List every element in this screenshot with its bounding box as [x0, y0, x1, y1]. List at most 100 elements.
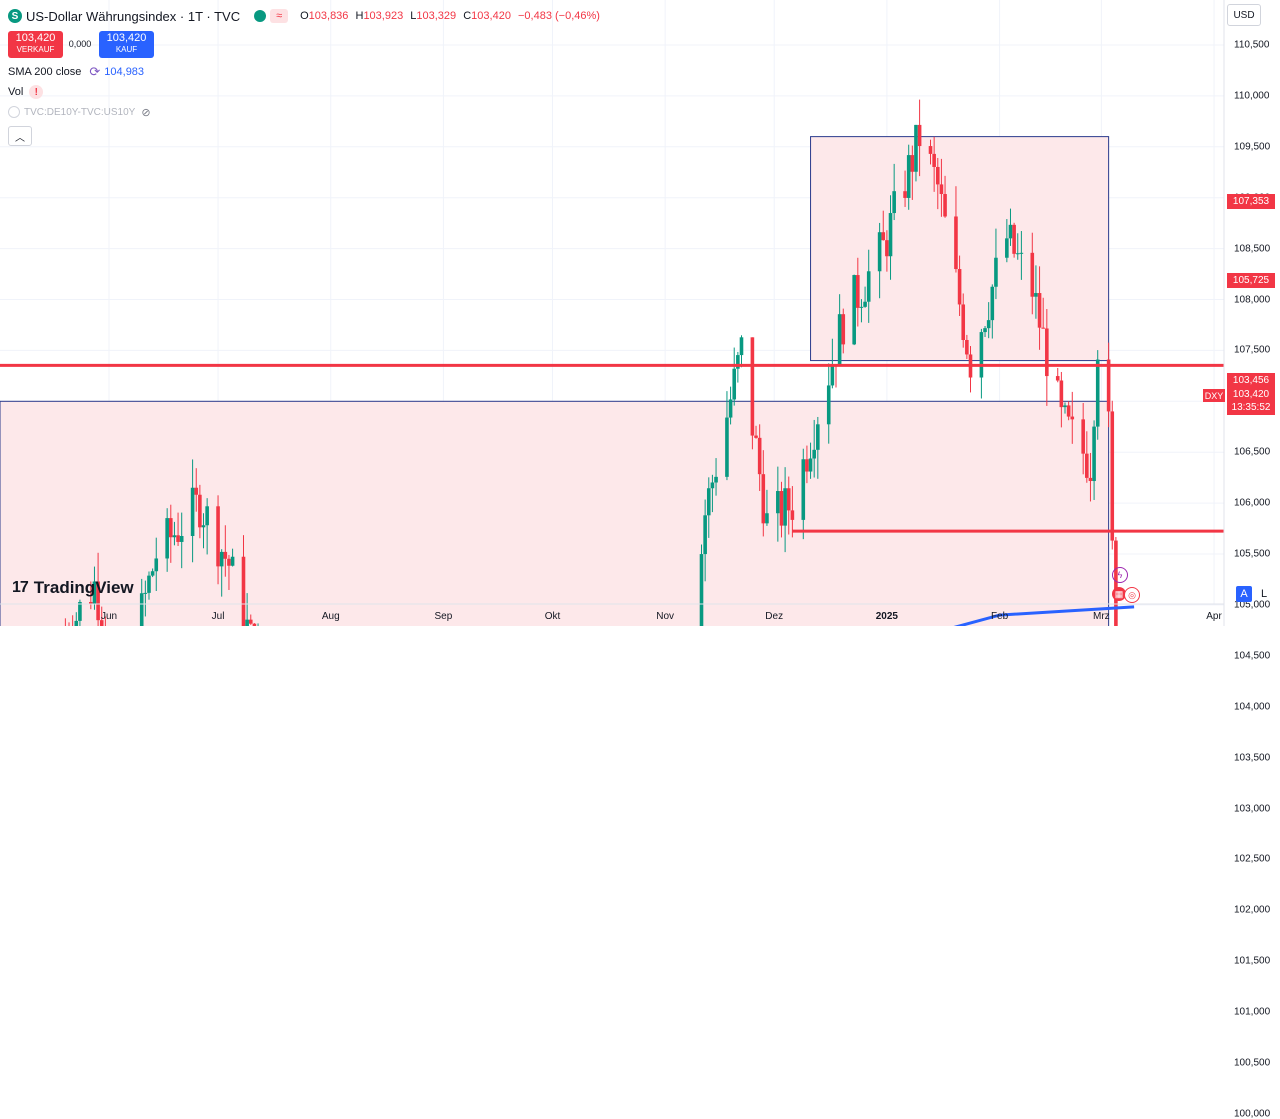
y-tick-label: 106,500 [1234, 446, 1271, 458]
x-tick-label: Okt [544, 611, 561, 622]
candle-body [816, 424, 820, 450]
x-tick-label: Feb [990, 611, 1009, 622]
y-tick-label: 100,000 [1234, 1108, 1271, 1119]
volume-indicator-row[interactable]: Vol ! [8, 82, 604, 102]
candle-body [143, 592, 148, 594]
candle-body [1045, 328, 1049, 377]
spread-value: 0,000 [68, 39, 92, 49]
currency-selector[interactable]: USD [1227, 4, 1261, 26]
y-tick-label: 102,000 [1234, 904, 1271, 916]
refresh-icon[interactable]: ⟳ [89, 64, 101, 79]
candle-body [932, 153, 936, 167]
sma-value: 104,983 [104, 66, 145, 78]
candle-body [1005, 238, 1009, 258]
candle-body [89, 601, 93, 605]
candle-body [1037, 293, 1042, 328]
candle-body [1015, 253, 1020, 255]
countdown-label: 13:35:52 [1227, 400, 1275, 415]
candle-body [1085, 453, 1089, 478]
range-zone-large [0, 400, 1110, 626]
candle-body [78, 601, 82, 621]
candle-body [830, 364, 835, 386]
candle-body [216, 506, 220, 567]
candle-body [1114, 540, 1118, 626]
candle-body [150, 571, 155, 576]
trade-buttons: 103,420 VERKAUF 0,000 103,420 KAUF [8, 30, 604, 58]
last-price-label: 103,456 [1227, 373, 1275, 388]
candle-body [914, 124, 918, 172]
event-icon[interactable]: ◎ [1124, 587, 1140, 603]
ohlc-values: O103,836 H103,923 L103,329 C103,420 −0,4… [300, 10, 600, 22]
sell-button[interactable]: 103,420 VERKAUF [8, 30, 63, 58]
x-tick-label: 2025 [875, 611, 898, 622]
candle-body [837, 314, 842, 365]
y-tick-label: 108,000 [1234, 294, 1271, 305]
candle-body [219, 551, 224, 567]
candle-body [852, 275, 856, 345]
symbol-tag: DXY [1203, 389, 1225, 402]
candle-body [1034, 293, 1038, 297]
warning-icon[interactable]: ! [29, 85, 44, 99]
candle-body [230, 556, 235, 566]
candle-body [812, 449, 816, 459]
collapse-legend-button[interactable]: ︿ [8, 126, 32, 146]
candle-body [954, 216, 958, 270]
candle-body [703, 515, 707, 555]
us-flag-icon[interactable]: ▦ [1112, 587, 1126, 601]
compare-row[interactable]: TVC:DE10Y-TVC:US10Y ⊘ [8, 102, 604, 122]
auto-scale-button[interactable]: A [1236, 586, 1252, 602]
y-tick-label: 110,000 [1234, 90, 1270, 102]
log-scale-button[interactable]: L [1260, 588, 1268, 600]
lightning-icon[interactable]: ϟ [1112, 567, 1128, 583]
candle-body [1012, 224, 1016, 254]
compare-symbol-icon [8, 106, 20, 118]
candle-body [866, 271, 871, 302]
tradingview-logo[interactable]: 17 TradingView [12, 578, 134, 598]
level-label-2: 105,725 [1227, 273, 1275, 288]
sma-indicator-row[interactable]: SMA 200 close ⟳ 104,983 [8, 62, 604, 82]
candle-body [917, 124, 922, 147]
x-tick-label: Mrz [1093, 611, 1110, 622]
x-tick-label: Apr [1206, 611, 1222, 622]
candle-body [786, 488, 791, 511]
tradingview-wordmark: TradingView [33, 578, 134, 597]
candle-body [856, 275, 860, 308]
wave-icon[interactable]: ≈ [270, 9, 289, 23]
x-tick-label: Jul [211, 611, 225, 622]
candle-body [750, 337, 755, 436]
candle-body [779, 491, 784, 526]
chart-legend: S US-Dollar Währungsindex · 1T · TVC ≈ O… [8, 6, 604, 146]
candle-body [783, 488, 787, 526]
candle-body [990, 286, 995, 321]
candle-body [776, 491, 780, 514]
candle-body [710, 482, 715, 489]
candle-body [841, 314, 846, 345]
y-tick-label: 102,500 [1234, 853, 1271, 865]
y-tick-label: 103,500 [1234, 752, 1271, 764]
chevron-up-icon: ︿ [15, 132, 25, 144]
market-open-icon [254, 10, 267, 22]
buy-button[interactable]: 103,420 KAUF [99, 30, 154, 58]
y-tick-label: 107,500 [1234, 344, 1271, 356]
eye-off-icon[interactable]: ⊘ [141, 106, 151, 119]
candle-body [739, 337, 744, 356]
candle-body [92, 581, 97, 605]
candle-body [245, 619, 249, 626]
candle-body [179, 535, 184, 542]
candle-body [903, 191, 907, 198]
symbol-row[interactable]: S US-Dollar Währungsindex · 1T · TVC ≈ O… [8, 6, 604, 26]
candle-body [1019, 252, 1024, 254]
y-tick-label: 104,500 [1234, 650, 1271, 662]
candle-body [699, 554, 704, 626]
candle-body [957, 269, 962, 305]
current-price-label: 103,420 [1227, 387, 1275, 402]
x-tick-label: Jun [100, 611, 118, 622]
candle-body [154, 558, 159, 572]
candle-body [906, 155, 911, 198]
candle-body [863, 301, 867, 307]
candle-body [99, 620, 104, 626]
candle-body [1092, 426, 1096, 482]
range-zone-top [810, 136, 1110, 362]
symbol-title[interactable]: US-Dollar Währungsindex · 1T · TVC [26, 8, 241, 24]
price-chart[interactable] [0, 0, 1280, 626]
